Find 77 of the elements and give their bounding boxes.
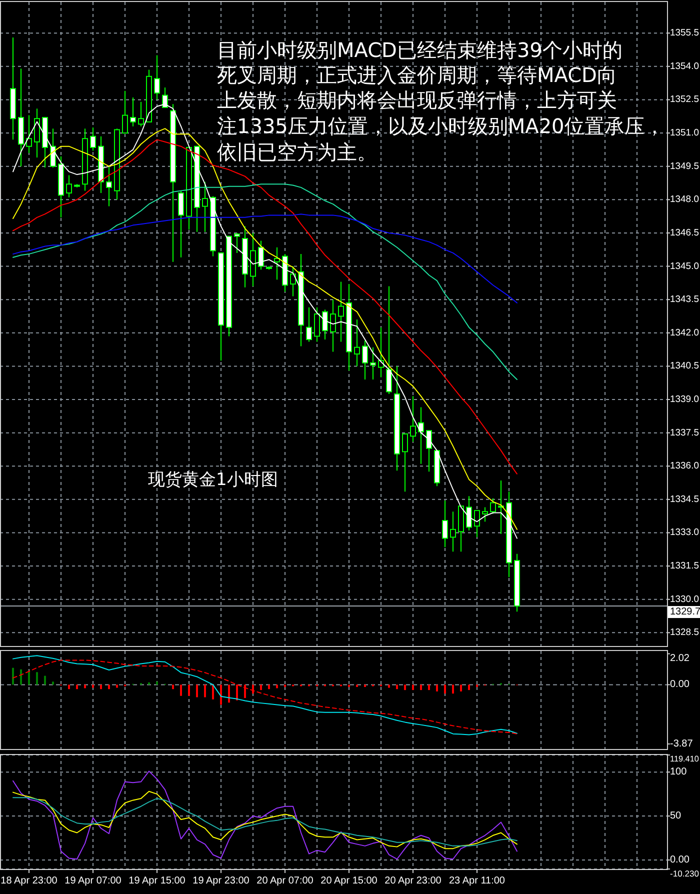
y-tick-label: 1331.5 [670,560,699,572]
candlestick [466,496,472,532]
candlestick [402,433,408,492]
candlestick [330,299,336,352]
y-tick-label: 1340.5 [670,360,699,372]
y-tick-label: 0.00 [670,854,690,866]
candlestick [122,90,128,134]
y-tick-label: 1346.5 [670,227,699,238]
ref-line-label: 1329.7 [670,606,700,618]
candlestick [90,126,96,152]
line-series [12,214,518,304]
x-tick-label: 19 Apr 15:00 [128,876,186,886]
y-tick-label: 1352.5 [670,94,699,106]
candlestick [154,54,160,100]
y-tick-label: 1336.0 [670,460,699,472]
candlestick [306,306,312,342]
x-tick-label: 19 Apr 23:00 [192,876,250,886]
candlestick [474,510,480,538]
y-tick-label: 1355.5 [670,28,699,39]
candlestick [354,319,360,367]
annotation: 目前小时级别MACD已经结束维持39个小时的 [217,38,622,62]
x-tick-label: 23 Apr 11:00 [449,876,506,886]
annotation: 注1335压力位置，以及小时级别MA20位置承压， [217,114,664,138]
x-tick-label: 18 Apr 23:00 [0,876,58,886]
candlestick [482,506,488,522]
y-tick-label: 1333.0 [670,527,699,538]
candlestick [314,306,320,342]
y-tick-label: 1337.5 [670,427,699,438]
y-tick-label: 1348.0 [670,194,699,206]
candlestick [106,166,112,207]
y-tick-label: 1339.0 [670,394,699,406]
candlestick [450,511,456,552]
y-tick-label: 1345.0 [670,260,699,272]
candlestick [370,346,376,380]
candlestick [130,96,136,127]
y-tick-label: 1354.0 [670,60,699,72]
annotation: 依旧已空方为主。 [217,140,377,164]
candlestick [378,326,384,378]
y-tick-label: 1342.0 [670,327,699,338]
candlestick [322,309,328,340]
candlestick [202,181,208,232]
candlestick [258,240,264,270]
x-tick-label: 20 Apr 07:00 [256,876,314,886]
candlestick [442,500,448,548]
y-tick-label: -3.87 [670,738,694,750]
x-tick-label: 20 Apr 15:00 [320,876,378,886]
y-tick-label: 0.00 [670,679,690,690]
candlestick [386,286,392,394]
y-tick-label: 1343.5 [670,294,699,306]
candlestick [34,108,40,158]
line-series [12,184,518,380]
candlestick [410,396,416,442]
y-tick-label: 119.410 [670,754,700,764]
candlestick [338,281,344,342]
y-tick-label: 1334.5 [670,494,699,505]
candlestick [26,114,32,154]
candlestick [66,174,72,198]
candlestick [178,190,184,258]
annotation: 死叉周期，正式进入金价周期，等待MACD向 [217,63,617,87]
candlestick [274,246,280,280]
candlestick [490,498,496,514]
candlestick [138,101,144,127]
candlestick [234,232,240,254]
candlestick [426,430,432,472]
y-tick-label: 1351.0 [670,128,699,139]
candlestick [290,266,296,297]
x-tick-label: 19 Apr 07:00 [64,876,122,886]
annotation: 现货黄金1小时图 [148,470,278,490]
y-tick-label: 2.02 [670,653,690,664]
y-tick-label: 1328.5 [670,627,699,638]
y-tick-label: 1330.0 [670,594,699,605]
y-tick-label: -10.230 [670,868,700,878]
y-tick-label: 1349.5 [670,160,699,172]
y-tick-label: 100 [670,766,688,778]
candlestick [362,340,368,380]
x-tick-label: 20 Apr 23:00 [384,876,442,886]
y-tick-label: 50 [670,810,682,822]
